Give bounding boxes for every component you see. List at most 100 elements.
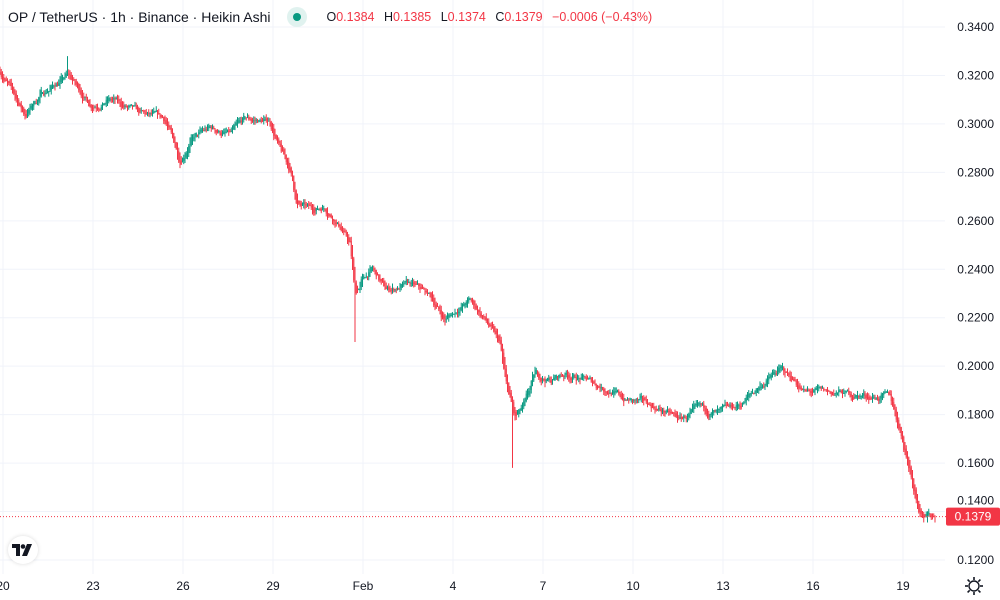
candle bbox=[99, 108, 101, 111]
candle-body bbox=[582, 375, 583, 379]
candle bbox=[45, 88, 47, 95]
candle-body bbox=[379, 277, 381, 281]
candle-body bbox=[932, 515, 933, 517]
candle-body bbox=[144, 111, 146, 115]
candle-body bbox=[195, 132, 197, 137]
candle bbox=[829, 390, 831, 394]
candle bbox=[463, 301, 465, 307]
candle-body bbox=[919, 506, 921, 515]
candle-body bbox=[777, 370, 778, 374]
candle-body bbox=[348, 237, 350, 243]
candle-body bbox=[205, 129, 207, 131]
candle-body bbox=[294, 182, 296, 199]
symbol-title[interactable]: OP / TetherUS · 1h · Binance · Heikin As… bbox=[8, 9, 271, 25]
current-price-badge: 0.1379 bbox=[946, 507, 1000, 526]
candle bbox=[502, 343, 503, 364]
candle-body bbox=[318, 208, 320, 210]
settings-gear-icon[interactable] bbox=[964, 576, 984, 596]
candle-body bbox=[899, 424, 901, 430]
candle-body bbox=[319, 208, 321, 210]
candle-body bbox=[498, 335, 500, 342]
candle-body bbox=[803, 388, 805, 390]
candle-body bbox=[572, 376, 573, 379]
time-axis[interactable]: 20232629Feb4710131619 bbox=[0, 579, 910, 593]
candle bbox=[520, 404, 522, 411]
price-axis[interactable]: 0.34000.32000.30000.28000.26000.24000.22… bbox=[957, 20, 994, 567]
candle bbox=[345, 229, 347, 237]
candle bbox=[68, 69, 70, 79]
time-tick-label: 19 bbox=[896, 579, 910, 593]
candle bbox=[747, 392, 748, 401]
candle-body bbox=[427, 290, 428, 296]
candle-body bbox=[575, 376, 577, 381]
candle bbox=[517, 410, 518, 415]
candle-body bbox=[115, 98, 117, 100]
candle bbox=[898, 417, 900, 431]
candle-body bbox=[384, 283, 386, 290]
candle bbox=[892, 396, 893, 407]
candle-body bbox=[108, 97, 110, 101]
candle bbox=[340, 222, 342, 232]
candle-body bbox=[163, 116, 165, 122]
candle bbox=[662, 407, 663, 415]
candle bbox=[534, 366, 536, 378]
candle bbox=[142, 110, 143, 112]
candle-body bbox=[797, 382, 798, 388]
candle-body bbox=[817, 387, 818, 389]
candle bbox=[664, 410, 666, 417]
candle bbox=[473, 299, 475, 309]
candle bbox=[882, 392, 883, 401]
candle bbox=[378, 274, 380, 282]
candle-body bbox=[559, 375, 561, 377]
candle bbox=[823, 387, 825, 392]
tradingview-logo-icon[interactable] bbox=[8, 536, 38, 564]
candle-body bbox=[338, 222, 340, 227]
candle-body bbox=[580, 377, 582, 380]
candle bbox=[800, 385, 802, 391]
market-status-icon[interactable] bbox=[286, 7, 307, 27]
candle-body bbox=[365, 275, 367, 278]
candle-body bbox=[907, 452, 908, 462]
candle-body bbox=[328, 213, 330, 216]
candle-body bbox=[204, 128, 206, 131]
candle bbox=[252, 117, 253, 123]
candle bbox=[828, 389, 830, 392]
candle bbox=[779, 364, 781, 374]
candle-body bbox=[844, 390, 846, 394]
candle bbox=[468, 296, 470, 304]
price-tick-label: 0.2600 bbox=[957, 214, 994, 228]
candle bbox=[119, 98, 121, 107]
candle-body bbox=[174, 137, 176, 148]
candle-body bbox=[542, 379, 543, 381]
candle-body bbox=[264, 116, 266, 121]
candle bbox=[153, 107, 155, 114]
candle-body bbox=[774, 372, 776, 374]
candle-body bbox=[712, 411, 713, 415]
candle-body bbox=[819, 386, 821, 388]
candle bbox=[1, 71, 3, 83]
candle-body bbox=[634, 399, 636, 401]
candle bbox=[902, 431, 903, 443]
candle-body bbox=[442, 313, 443, 317]
candle-body bbox=[857, 394, 858, 397]
candle-body bbox=[110, 99, 112, 101]
candle-body bbox=[148, 112, 150, 114]
candle-body bbox=[147, 112, 148, 114]
candle bbox=[672, 411, 673, 415]
candle-body bbox=[859, 395, 861, 397]
candle bbox=[692, 403, 693, 413]
candle-body bbox=[668, 410, 670, 413]
candle bbox=[772, 369, 773, 378]
candle bbox=[188, 143, 190, 157]
candle-body bbox=[114, 98, 116, 100]
candle bbox=[104, 102, 106, 106]
candle-body bbox=[447, 316, 448, 319]
candle bbox=[817, 384, 818, 394]
candle bbox=[683, 414, 685, 423]
candle-body bbox=[664, 411, 666, 414]
candle bbox=[602, 386, 603, 391]
candle bbox=[787, 368, 788, 376]
candle bbox=[493, 324, 495, 333]
candle-body bbox=[343, 230, 345, 233]
